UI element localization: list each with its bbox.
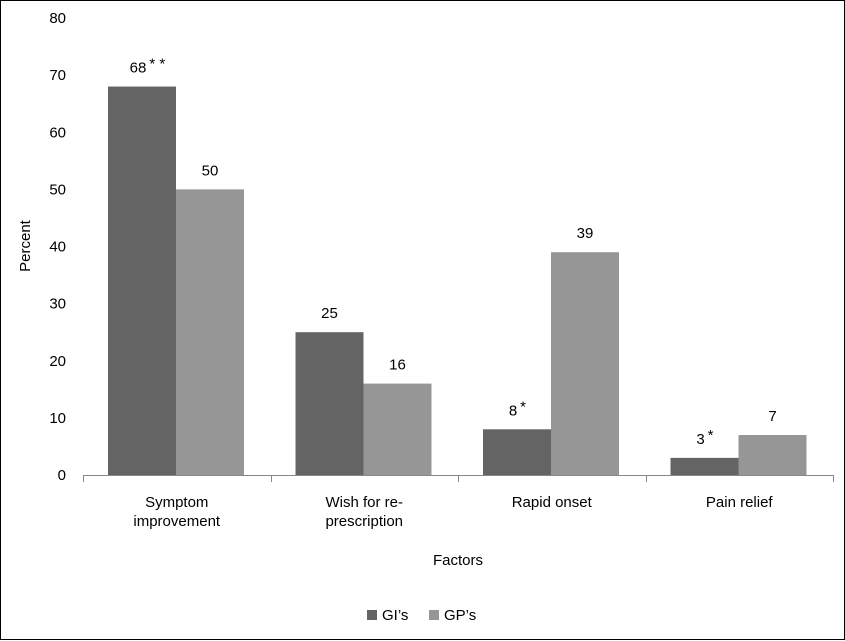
data-label: 68	[130, 60, 147, 77]
y-axis-ticks: 0 10 20 30 40 50 60 70 80	[49, 10, 66, 484]
y-tick-label: 20	[49, 353, 66, 370]
y-tick-label: 60	[49, 124, 66, 141]
bars	[108, 86, 807, 476]
data-label: 8	[509, 402, 517, 419]
data-label: 50	[202, 162, 219, 179]
category-label-line: Wish for re-	[325, 494, 403, 511]
bar-gps-3	[738, 435, 807, 475]
category-label: Rapid onset	[512, 494, 593, 511]
category-label: Wish for re-prescription	[325, 494, 403, 530]
x-axis-title: Factors	[433, 552, 483, 569]
bar-gis-1	[295, 332, 364, 475]
category-label: Pain relief	[706, 494, 774, 511]
data-label: 7	[768, 408, 776, 425]
bar-gps-1	[363, 383, 432, 475]
bar-gis-0	[108, 86, 176, 476]
data-label: 39	[577, 225, 594, 242]
legend-label: GP’s	[444, 607, 476, 624]
legend-swatch	[367, 610, 377, 620]
category-label-line: Symptom	[145, 494, 208, 511]
data-label: 3	[696, 431, 704, 448]
category-label: Symptom improvement	[133, 494, 221, 530]
bar-gps-2	[551, 252, 619, 475]
y-tick-label: 0	[58, 467, 66, 484]
category-label-line: prescription	[325, 513, 403, 530]
significance-marker: *	[520, 398, 526, 415]
legend: GI’s GP’s	[367, 607, 476, 624]
y-tick-label: 80	[49, 10, 66, 27]
y-tick-label: 70	[49, 67, 66, 84]
y-tick-label: 40	[49, 239, 66, 256]
y-tick-label: 30	[49, 296, 66, 313]
bar-gis-3	[670, 457, 739, 475]
bar-gps-0	[176, 189, 244, 475]
bar-gis-2	[483, 429, 551, 475]
category-label-line: improvement	[133, 513, 221, 530]
y-tick-label: 10	[49, 410, 66, 427]
category-label-line: Pain relief	[706, 494, 774, 511]
y-axis-title: Percent	[17, 219, 34, 272]
data-label: 25	[321, 305, 338, 322]
legend-swatch	[429, 610, 439, 620]
x-axis	[83, 475, 834, 482]
y-tick-label: 50	[49, 181, 66, 198]
data-label: 16	[389, 357, 406, 374]
significance-marker: * *	[149, 56, 165, 73]
significance-marker: *	[708, 427, 714, 444]
legend-label: GI’s	[382, 607, 408, 624]
category-labels: Symptom improvement Wish for re-prescripti…	[133, 494, 773, 530]
category-label-line: Rapid onset	[512, 494, 593, 511]
